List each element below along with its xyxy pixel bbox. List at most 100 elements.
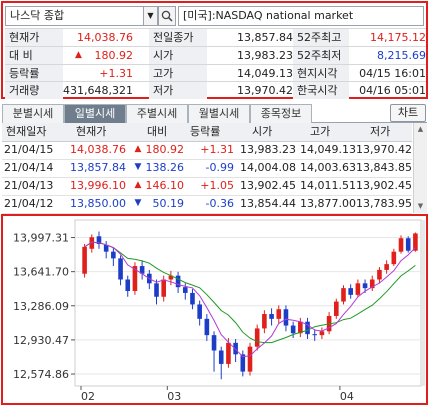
volume-label: 거래량 (5, 82, 63, 100)
chart-edge (422, 220, 425, 386)
up-candle (132, 266, 138, 292)
x-tick-label: 04 (340, 390, 354, 403)
down-candle (118, 258, 123, 280)
table-scrollbar[interactable]: ▲ ▼ (413, 123, 427, 213)
down-candle (240, 354, 246, 372)
table-row[interactable]: 21/04/15 14,038.76 ▲ 180.92 +1.31 13,983.23 14… (2, 141, 412, 160)
cell-rate: -0.99 (205, 161, 234, 174)
down-candle (269, 314, 274, 319)
cell-rate: +1.05 (200, 179, 234, 192)
cell-rate: -0.36 (205, 197, 234, 210)
open-value: 13,983.23 (237, 48, 293, 62)
magnifier-icon[interactable] (158, 6, 176, 26)
down-candle (111, 251, 116, 259)
change-label: 대 비 (5, 46, 63, 64)
down-candle (283, 309, 289, 326)
up-candle (262, 314, 267, 329)
market-name-field: [미국]:NASDAQ national market (178, 6, 424, 26)
cell-low: 13,783.95 (356, 197, 412, 210)
down-candle (103, 244, 109, 252)
up-arrow-icon: ▲ (75, 49, 82, 60)
cell-high: 14,011.51 (300, 179, 356, 192)
down-candle (96, 236, 102, 244)
cell-open: 14,004.08 (240, 161, 296, 174)
up-candle (319, 331, 325, 336)
candlestick-chart: 13,997.31 13,641.70 13,286.09 12,930.47 12,5… (13, 219, 425, 403)
cell-date: 21/04/13 (4, 179, 54, 192)
table-row[interactable]: 21/04/14 13,857.84 ▼ 138.26 -0.99 14,004.08 14… (2, 159, 412, 178)
local-time-label: 현지시각 (293, 64, 349, 82)
w52-low-label: 52주최저 (293, 46, 349, 64)
rate-value: +1.31 (99, 66, 133, 80)
cell-diff: 50.19 (152, 197, 185, 210)
x-tick-label: 03 (167, 390, 181, 403)
down-arrow-icon: ▼ (134, 162, 142, 172)
prev-close-label: 전일종가 (149, 29, 207, 46)
down-candle (197, 304, 202, 319)
tab-weekly-quotes[interactable]: 주별시세 (126, 104, 188, 124)
up-candle (398, 238, 404, 252)
cell-diff: 146.10 (145, 179, 185, 192)
down-candle (405, 238, 411, 251)
kr-time-value: 04/16 05:01 (359, 84, 426, 98)
down-candle (211, 335, 217, 351)
low-value: 13,970.42 (237, 84, 293, 98)
up-candle (168, 275, 174, 280)
quote-grid: 현재가 14,038.76 전일종가 13,857.84 52주최고 14,17… (5, 28, 426, 100)
cell-high: 13,877.00 (300, 197, 356, 210)
up-candle (161, 279, 167, 297)
up-candle (247, 346, 253, 372)
tab-daily-quotes[interactable]: 일별시세 (64, 104, 126, 124)
tab-stock-info[interactable]: 종목정보 (250, 104, 312, 124)
table-header: 현재일자 현재가 대비 등락률 시가 고가 저가 (2, 123, 412, 142)
daily-quotes-table: 현재일자 현재가 대비 등락률 시가 고가 저가 21/04/15 14,038.… (2, 123, 412, 214)
down-candle (348, 288, 353, 295)
cell-price: 13,857.84 (70, 161, 126, 174)
down-candle (233, 342, 238, 355)
chart-button[interactable]: 차트 (390, 104, 426, 122)
down-candle (204, 318, 210, 336)
y-tick-label: 12,930.47 (13, 334, 69, 347)
volume-value: 431,648,321 (63, 84, 133, 98)
down-candle (305, 321, 310, 335)
current-price-value: 14,038.76 (77, 31, 133, 44)
current-price-label: 현재가 (5, 29, 63, 46)
quote-panel: 나스닥 종합 ▼ [미국]:NASDAQ national market 현재가… (1, 1, 428, 100)
up-candle (369, 279, 375, 289)
local-time-value: 04/15 16:01 (359, 66, 426, 80)
high-value: 14,049.13 (237, 66, 293, 80)
table-row[interactable]: 21/04/13 13,996.10 ▲ 146.10 +1.05 13,902.45 14… (2, 177, 412, 196)
up-candle (254, 328, 260, 347)
up-candle (384, 264, 389, 270)
change-value: 180.92 (94, 48, 134, 62)
cell-price: 13,996.10 (70, 179, 126, 192)
up-candle (391, 251, 397, 265)
cell-open: 13,854.44 (240, 197, 296, 210)
cell-rate: +1.31 (200, 143, 234, 156)
y-tick-label: 13,997.31 (13, 232, 69, 245)
cell-high: 14,003.63 (300, 161, 356, 174)
down-candle (362, 283, 368, 289)
w52-low-value: 8,215.69 (377, 48, 426, 62)
tab-monthly-quotes[interactable]: 월별시세 (188, 104, 250, 124)
moving-average-short-line (84, 241, 416, 358)
cell-high: 14,049.13 (300, 143, 356, 156)
chevron-down-icon[interactable]: ▼ (144, 6, 158, 26)
up-candle (298, 321, 303, 334)
cell-price: 14,038.76 (70, 143, 126, 156)
high-label: 고가 (149, 64, 207, 82)
scroll-up-icon[interactable]: ▲ (417, 125, 424, 133)
col-high-header: 고가 (310, 125, 331, 138)
cell-low: 13,902.45 (356, 179, 412, 192)
tab-minute-quotes[interactable]: 분별시세 (2, 104, 64, 124)
prev-close-value: 13,857.84 (237, 31, 293, 44)
scroll-down-icon[interactable]: ▼ (417, 202, 424, 210)
table-row[interactable]: 21/04/12 13,850.00 ▼ 50.19 -0.36 13,854.44 13,… (2, 195, 412, 214)
tab-bar: 분별시세 일별시세 주별시세 월별시세 종목정보 (2, 104, 427, 124)
x-tick-label: 02 (81, 390, 95, 403)
up-arrow-icon: ▲ (134, 144, 142, 154)
symbol-search-input[interactable]: 나스닥 종합 (5, 6, 144, 26)
w52-high-label: 52주최고 (293, 29, 349, 46)
down-candle (139, 266, 145, 274)
open-label: 시가 (149, 46, 207, 64)
